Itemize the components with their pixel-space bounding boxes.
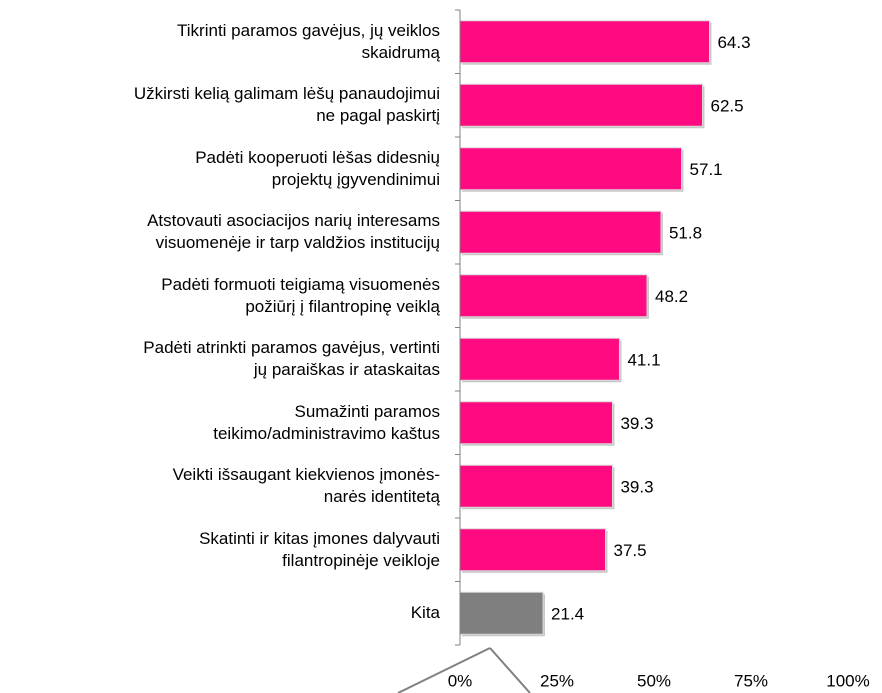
value-label: 48.2 xyxy=(655,287,688,306)
value-label: 64.3 xyxy=(717,33,750,52)
category-label: Veikti išsaugant kiekvienos įmonės- narė… xyxy=(172,465,440,507)
callout-line xyxy=(397,647,491,693)
value-label: 62.5 xyxy=(711,97,744,116)
bar xyxy=(459,337,620,381)
category-label: Padėti atrinkti paramos gavėjus, vertint… xyxy=(143,338,440,380)
category-label: Kita xyxy=(410,603,440,623)
bar xyxy=(459,401,613,445)
bar xyxy=(459,464,613,508)
category-label: Sumažinti paramos teikimo/administravimo… xyxy=(213,401,440,443)
category-label: Atstovauti asociacijos narių interesams … xyxy=(147,211,440,253)
value-label: 57.1 xyxy=(690,160,723,179)
bar xyxy=(459,83,703,127)
category-label: Tikrinti paramos gavėjus, jų veiklos ska… xyxy=(177,20,440,62)
bar xyxy=(459,591,544,635)
x-tick-label: 0% xyxy=(448,671,473,690)
category-label: Padėti kooperuoti lėšas didesnių projekt… xyxy=(195,147,440,189)
bar xyxy=(459,274,648,318)
x-tick-label: 25% xyxy=(540,671,574,690)
value-label: 51.8 xyxy=(669,224,702,243)
category-label: Skatinti ir kitas įmones dalyvauti filan… xyxy=(199,528,440,570)
x-tick-label: 50% xyxy=(637,671,671,690)
x-tick-label: 100% xyxy=(826,671,869,690)
value-label: 37.5 xyxy=(614,541,647,560)
bar xyxy=(459,20,710,64)
bar xyxy=(459,147,683,191)
category-label: Padėti formuoti teigiamą visuomenės poži… xyxy=(161,274,440,316)
value-label: 41.1 xyxy=(627,351,660,370)
callout-line xyxy=(489,647,531,693)
bar xyxy=(459,210,662,254)
x-tick-label: 75% xyxy=(734,671,768,690)
category-label: Užkirsti kelią galimam lėšų panaudojimui… xyxy=(133,84,440,126)
value-label: 39.3 xyxy=(620,478,653,497)
bar xyxy=(459,528,606,572)
value-label: 21.4 xyxy=(551,605,584,624)
value-label: 39.3 xyxy=(620,414,653,433)
